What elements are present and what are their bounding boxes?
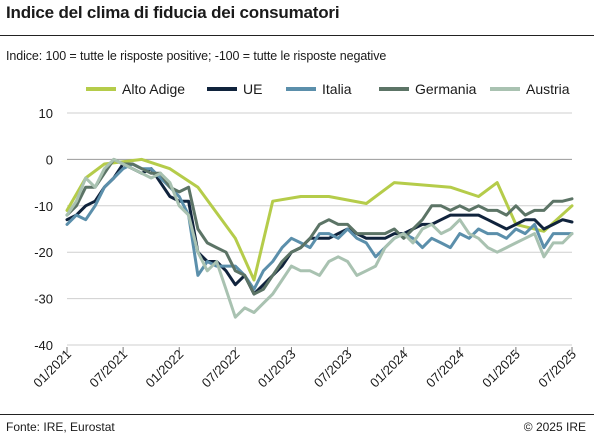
legend-label-austria: Austria [526, 81, 570, 97]
legend-label-alto-adige: Alto Adige [122, 81, 185, 97]
legend-label-germania: Germania [415, 81, 477, 97]
series-line-italia [65, 162, 574, 291]
y-tick-label: -20 [34, 245, 53, 260]
x-tick-label: 07/2024 [423, 347, 467, 391]
x-tick-label: 01/2022 [143, 347, 187, 391]
legend-label-ue: UE [243, 81, 262, 97]
y-tick-label: -10 [34, 199, 53, 214]
x-tick-label: 07/2022 [199, 347, 243, 391]
copyright: © 2025 IRE [523, 420, 586, 434]
x-tick-label: 01/2021 [30, 347, 74, 391]
y-tick-label: -40 [34, 338, 53, 353]
x-tick-label: 07/2023 [311, 347, 355, 391]
x-tick-label: 01/2023 [255, 347, 299, 391]
line-chart: Alto Adige UE Italia Germania Austria 10 0 -10… [30, 81, 579, 391]
y-tick-label: -30 [34, 292, 53, 307]
chart-subtitle: Indice: 100 = tutte le risposte positive… [6, 49, 387, 63]
series-line-germania [65, 157, 574, 296]
series-line-austria [65, 157, 574, 319]
legend: Alto Adige UE Italia Germania Austria [86, 81, 570, 97]
x-tick-label: 01/2024 [367, 347, 411, 391]
y-tick-label: 10 [39, 106, 53, 121]
x-axis: 01/2021 07/2021 01/2022 07/2022 01/2023 07/20… [30, 347, 579, 391]
gridlines [67, 112, 572, 346]
y-axis: 10 0 -10 -20 -30 -40 [34, 106, 53, 353]
legend-label-italia: Italia [322, 81, 352, 97]
x-tick-label: 01/2025 [479, 347, 523, 391]
series-group [65, 157, 574, 319]
bottom-rule [0, 414, 594, 415]
x-tick-label: 07/2021 [86, 347, 130, 391]
series-line-alto-adige [65, 157, 574, 282]
chart-title: Indice del clima di fiducia dei consumat… [6, 3, 340, 22]
source-note: Fonte: IRE, Eurostat [6, 420, 115, 434]
x-tick-label: 07/2025 [535, 347, 579, 391]
top-rule [0, 35, 594, 36]
y-tick-label: 0 [46, 152, 53, 167]
